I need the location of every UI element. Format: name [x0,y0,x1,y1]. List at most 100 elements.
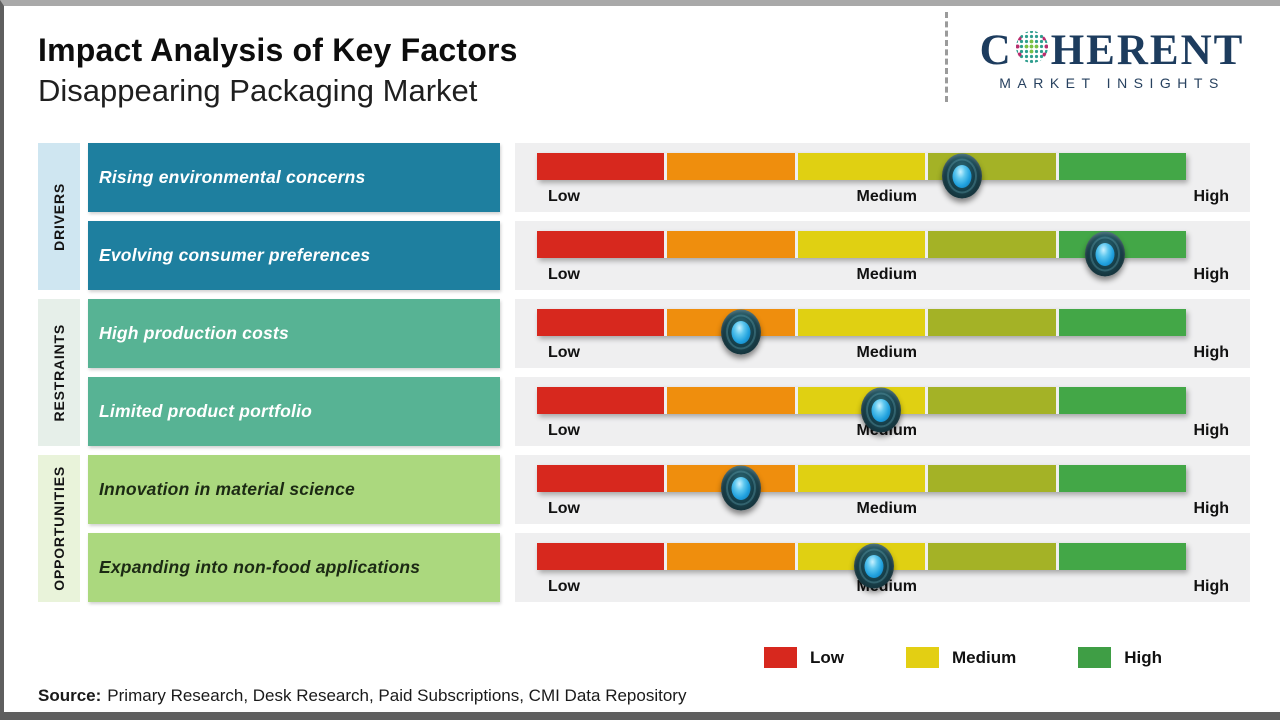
scale-labels: Low Medium High [548,189,1229,205]
scale-segment-high [1058,387,1187,414]
impact-scale: Low Medium High [515,143,1250,212]
group-opportunities: OPPORTUNITIES Innovation in material sci… [38,455,1250,602]
scale-segment-mid-high [928,387,1056,414]
scale-label-high: High [1193,500,1229,517]
scale-segment-high [1058,465,1187,492]
factor-label: High production costs [99,323,289,343]
scale-label-medium: Medium [856,188,917,205]
impact-gradient-bar [537,231,1187,277]
brand-letters-rest: HERENT [1050,26,1245,74]
source-text: Primary Research, Desk Research, Paid Su… [107,686,687,705]
scale-segment-mid-high [928,543,1056,570]
scale-labels: Low Medium High [548,267,1229,283]
scale-segment-mid-high [928,231,1056,258]
legend: Low Medium High [764,647,1162,668]
legend-swatch-medium [906,647,939,668]
scale-segment-low [537,465,665,492]
group-strip-restraints: RESTRAINTS [38,299,80,446]
factor-label-box: High production costs [88,299,500,368]
impact-scale: Low Medium High [515,455,1250,524]
factor-label: Expanding into non-food applications [99,557,421,577]
scale-segment-low [537,153,665,180]
scale-label-medium: Medium [856,344,917,361]
scale-label-low: Low [548,422,580,439]
brand-logo: C [962,26,1262,92]
source-prefix: Source: [38,686,102,705]
factor-row: Rising environmental concerns Low Medium [88,143,1250,212]
scale-segment-low-mid [667,543,795,570]
impact-scale: Low Medium High [515,377,1250,446]
scale-label-high: High [1193,188,1229,205]
impact-marker[interactable] [854,543,895,589]
scale-label-low: Low [548,266,580,283]
group-strip-drivers: DRIVERS [38,143,80,290]
page-subtitle: Disappearing Packaging Market [38,73,478,108]
scale-label-low: Low [548,188,580,205]
scale-segment-low [537,231,665,258]
scale-segment-low-mid [667,153,795,180]
scale-segment-mid [797,309,926,336]
impact-marker[interactable] [721,309,762,355]
impact-scale: Low Medium High [515,533,1250,602]
legend-item-high: High [1078,647,1162,668]
impact-marker[interactable] [860,387,901,433]
scale-segment-high [1058,543,1187,570]
source-line: Source: Primary Research, Desk Research, … [38,686,686,706]
factor-label-box: Limited product portfolio [88,377,500,446]
scale-segment-high [1058,153,1187,180]
factor-label: Limited product portfolio [99,401,313,421]
factor-row: Expanding into non-food applications Low… [88,533,1250,602]
scale-segment-low-mid [667,387,795,414]
factor-label-box: Expanding into non-food applications [88,533,500,602]
scale-segment-low [537,543,665,570]
scale-label-high: High [1193,266,1229,283]
group-label-restraints: RESTRAINTS [51,323,67,422]
group-drivers: DRIVERS Rising environmental concerns [38,143,1250,290]
scale-segment-low [537,387,665,414]
scale-segment-mid [797,153,926,180]
page-title: Impact Analysis of Key Factors [38,32,518,68]
legend-swatch-high [1078,647,1112,668]
group-restraints: RESTRAINTS High production costs [38,299,1250,446]
factor-label: Innovation in material science [99,479,355,499]
impact-marker[interactable] [1084,231,1125,277]
group-label-opportunities: OPPORTUNITIES [51,466,67,591]
factor-label: Evolving consumer preferences [99,245,371,265]
scale-segment-low-mid [667,231,795,258]
scale-label-medium: Medium [856,266,917,283]
scale-labels: Low Medium High [548,501,1229,517]
scale-label-low: Low [548,344,580,361]
impact-gradient-bar [537,465,1187,511]
legend-label-low: Low [810,647,844,667]
brand-letter-c: C [979,26,1013,74]
impact-gradient-bar [537,153,1187,199]
legend-item-low: Low [764,647,844,668]
factor-label-box: Evolving consumer preferences [88,221,500,290]
impact-marker[interactable] [721,465,762,511]
scale-segment-mid [797,231,926,258]
scale-label-medium: Medium [856,500,917,517]
scale-label-low: Low [548,500,580,517]
impact-gradient-bar [537,387,1187,433]
legend-swatch-low [764,647,797,668]
scale-labels: Low Medium High [548,345,1229,361]
scale-segment-high [1058,309,1187,336]
legend-label-medium: Medium [952,647,1017,667]
scale-label-high: High [1193,422,1229,439]
legend-label-high: High [1124,647,1163,667]
factor-label-box: Innovation in material science [88,455,500,524]
scale-segment-low [537,309,665,336]
impact-gradient-bar [537,309,1187,355]
factor-row: Limited product portfolio Low Medium [88,377,1250,446]
impact-marker[interactable] [942,153,983,199]
scale-label-low: Low [548,578,580,595]
scale-segment-mid-high [928,309,1056,336]
group-label-drivers: DRIVERS [51,182,67,251]
brand-tagline: MARKET INSIGHTS [999,75,1225,91]
globe-dots-icon [1014,29,1050,73]
group-strip-opportunities: OPPORTUNITIES [38,455,80,602]
impact-gradient-bar [537,543,1187,589]
factor-row: Evolving consumer preferences Low Medium [88,221,1250,290]
factor-label-box: Rising environmental concerns [88,143,500,212]
impact-scale: Low Medium High [515,221,1250,290]
